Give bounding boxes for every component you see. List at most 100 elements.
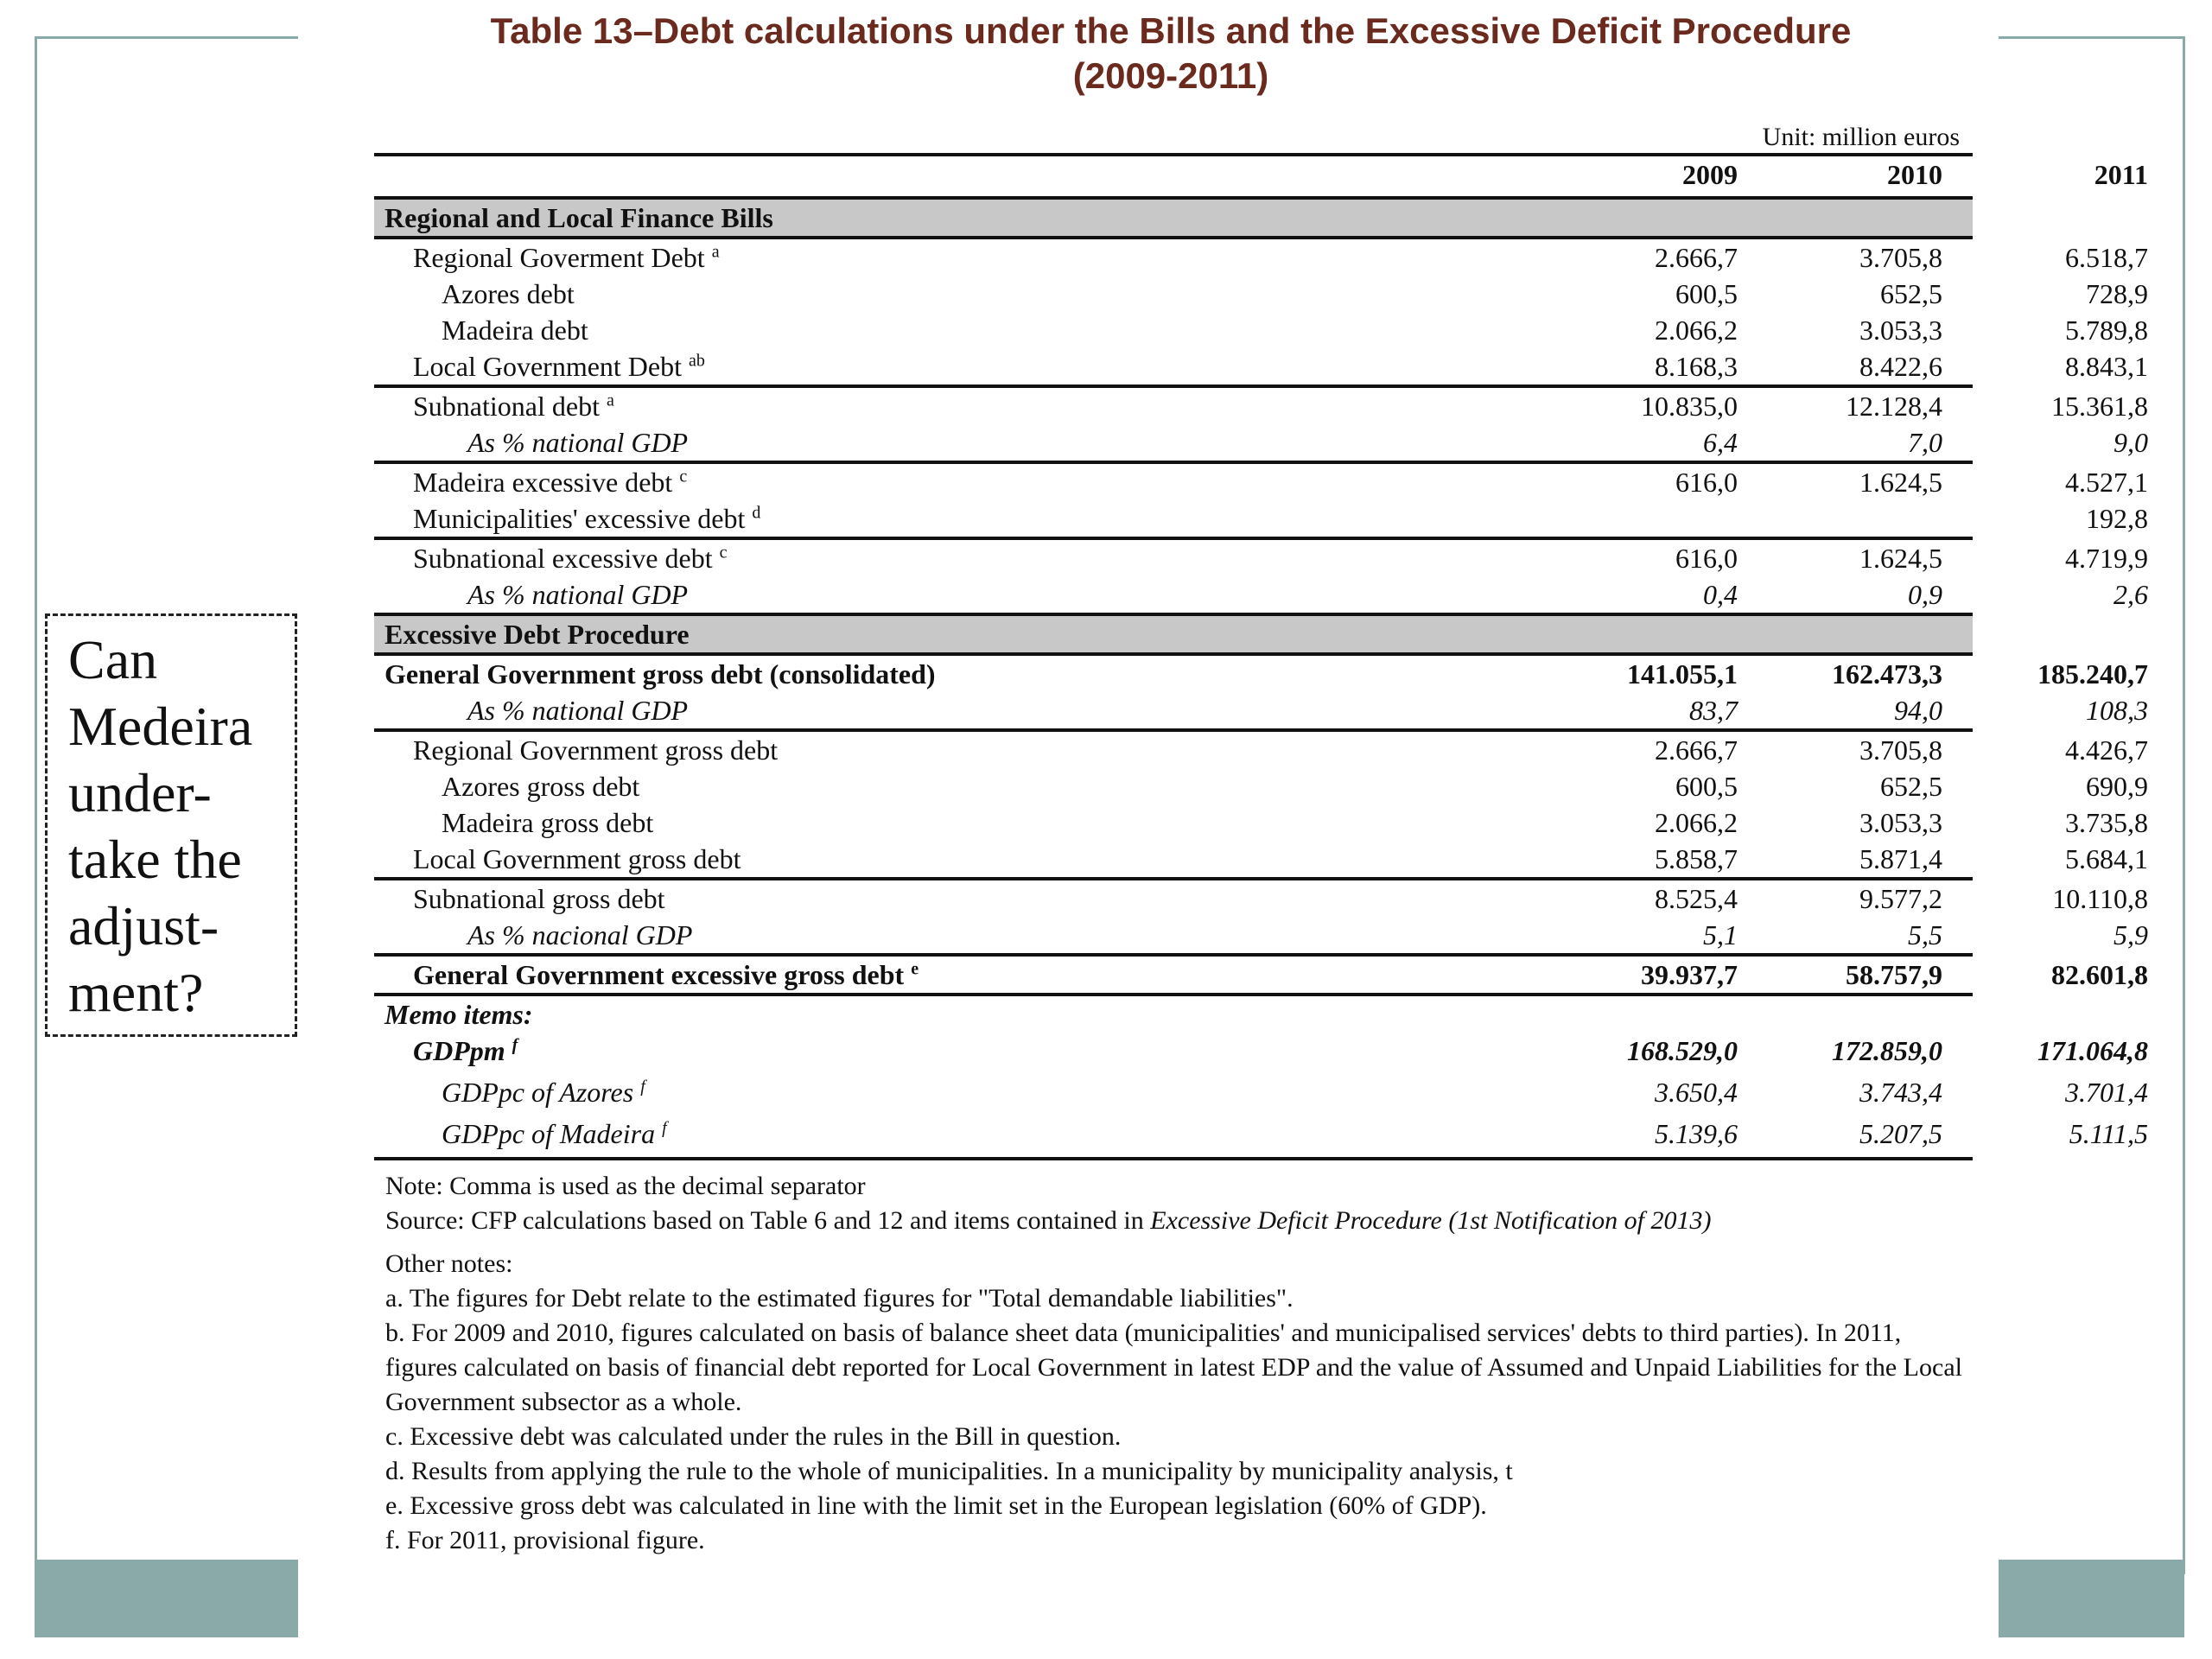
question-line: Can [68, 629, 158, 690]
frame-line [2183, 36, 2185, 1574]
cell-2009: 6,4 [1703, 427, 1738, 458]
frame-line [35, 36, 37, 1574]
cell-2011: 6.518,7 [2065, 242, 2148, 273]
table-row: Regional Government gross debt 2.666,7 3… [374, 732, 2148, 768]
table-row: Local Government gross debt 5.858,7 5.87… [374, 841, 2148, 880]
frame-bar [1999, 1560, 2184, 1637]
table-row: Local Government Debt ab 8.168,3 8.422,6… [374, 348, 2148, 388]
title-line-2: (2009-2011) [1072, 55, 1269, 96]
cell-2011: 8.843,1 [2065, 351, 2148, 382]
cell-2009: 8.168,3 [1655, 351, 1738, 382]
section-header-row: Excessive Debt Procedure [374, 616, 1973, 656]
row-label: Regional Government gross debt [413, 734, 779, 766]
row-label: Memo items: [385, 999, 533, 1030]
cell-2011: 4.527,1 [2065, 467, 2148, 498]
table-row: Azores gross debt 600,5 652,5 690,9 [374, 768, 2148, 804]
note-other: Other notes: [385, 1249, 513, 1278]
cell-2011: 4.426,7 [2065, 734, 2148, 766]
cell-2009: 2.666,7 [1655, 242, 1738, 273]
cell-2011: 728,9 [2086, 278, 2148, 309]
cell-2011: 5.789,8 [2065, 315, 2148, 346]
cell-2011: 3.735,8 [2065, 807, 2148, 838]
cell-2010: 3.053,3 [1859, 315, 1942, 346]
row-label: GDPpm f [413, 1035, 518, 1066]
cell-2010: 3.743,4 [1859, 1077, 1942, 1108]
cell-2011: 192,8 [2086, 503, 2148, 534]
cell-2011: 171.064,8 [2037, 1035, 2148, 1066]
row-label: Subnational debt a [413, 391, 614, 422]
cell-2010: 3.705,8 [1859, 242, 1942, 273]
cell-2011: 2,6 [2113, 579, 2148, 610]
cell-2010: 162.473,3 [1832, 658, 1942, 690]
cell-2009: 600,5 [1675, 771, 1738, 802]
question-line: adjust- [68, 895, 219, 957]
cell-2011: 5,9 [2113, 919, 2148, 950]
table-row: GDPpm f 168.529,0 172.859,0 171.064,8 [374, 1033, 2148, 1074]
table-row: As % national GDP 6,4 7,0 9,0 [374, 424, 2148, 464]
table-row: Regional Goverment Debt a 2.666,7 3.705,… [374, 239, 2148, 276]
note-source: Source: CFP calculations based on Table … [385, 1206, 1712, 1235]
cell-2009: 2.066,2 [1655, 807, 1738, 838]
cell-2011: 10.110,8 [2052, 883, 2148, 914]
cell-2010: 172.859,0 [1832, 1035, 1942, 1066]
cell-2009: 5,1 [1703, 919, 1738, 950]
cell-2009: 2.666,7 [1655, 734, 1738, 766]
row-label: As % national GDP [467, 695, 689, 726]
cell-2009: 616,0 [1675, 543, 1738, 574]
table-row: General Government gross debt (consolida… [374, 656, 2148, 692]
row-label: Madeira excessive debt c [413, 467, 688, 498]
cell-2011: 185.240,7 [2037, 658, 2148, 690]
cell-2009: 616,0 [1675, 467, 1738, 498]
cell-2009: 2.066,2 [1655, 315, 1738, 346]
row-label: GDPpc of Azores f [442, 1077, 645, 1108]
row-label: As % national GDP [467, 579, 689, 610]
cell-2009: 600,5 [1675, 278, 1738, 309]
row-label: Local Government gross debt [413, 843, 741, 874]
table-row: GDPpc of Madeira f 5.139,6 5.207,5 5.111… [374, 1116, 2148, 1160]
cell-2010: 58.757,9 [1846, 959, 1942, 990]
cell-2011: 108,3 [2086, 695, 2148, 726]
note-d: d. Results from applying the rule to the… [385, 1457, 1513, 1485]
question-line: take the [68, 829, 242, 890]
table-row: As % national GDP 83,7 94,0 108,3 [374, 692, 2148, 732]
row-label: Local Government Debt ab [413, 351, 705, 382]
column-header-2011: 2011 [2094, 159, 2148, 190]
cell-2011: 5.111,5 [2069, 1118, 2148, 1149]
table-row: Subnational gross debt 8.525,4 9.577,2 1… [374, 880, 2148, 917]
row-label: General Government gross debt (consolida… [385, 658, 936, 690]
row-label: Regional and Local Finance Bills [385, 202, 773, 233]
row-label: As % nacional GDP [467, 919, 693, 950]
question-line: Medeira [68, 696, 253, 757]
cell-2010: 3.705,8 [1859, 734, 1942, 766]
frame-line [1999, 36, 2184, 39]
cell-2011: 3.701,4 [2065, 1077, 2148, 1108]
row-label: Azores gross debt [442, 771, 640, 802]
note-c: c. Excessive debt was calculated under t… [385, 1422, 1122, 1451]
cell-2010: 1.624,5 [1859, 467, 1942, 498]
table-row: Municipalities' excessive debt d 192,8 [374, 500, 2148, 540]
table-row: Madeira debt 2.066,2 3.053,3 5.789,8 [374, 312, 2148, 348]
row-label: Municipalities' excessive debt d [413, 503, 761, 534]
cell-2009: 141.055,1 [1627, 658, 1738, 690]
row-label: General Government excessive gross debt … [413, 959, 919, 990]
cell-2010: 7,0 [1908, 427, 1942, 458]
row-label: Madeira debt [442, 315, 588, 346]
question-line: ment? [68, 962, 204, 1023]
table-row: Madeira gross debt 2.066,2 3.053,3 3.735… [374, 804, 2148, 841]
cell-2011: 5.684,1 [2065, 843, 2148, 874]
cell-2010: 1.624,5 [1859, 543, 1942, 574]
cell-2009: 10.835,0 [1641, 391, 1738, 422]
row-label: Excessive Debt Procedure [385, 619, 690, 650]
cell-2011: 15.361,8 [2051, 391, 2148, 422]
debt-table: 2009 2010 2011 Regional and Local Financ… [374, 153, 2148, 1160]
cell-2010: 5.871,4 [1859, 843, 1942, 874]
cell-2010: 652,5 [1880, 278, 1942, 309]
cell-2011: 4.719,9 [2065, 543, 2148, 574]
question-line: under- [68, 762, 212, 823]
table-row: GDPpc of Azores f 3.650,4 3.743,4 3.701,… [374, 1074, 2148, 1116]
cell-2009: 5.858,7 [1655, 843, 1738, 874]
note-e: e. Excessive gross debt was calculated i… [385, 1491, 1487, 1520]
row-label: GDPpc of Madeira f [442, 1118, 667, 1149]
cell-2011: 9,0 [2113, 427, 2148, 458]
unit-label: Unit: million euros [1762, 123, 1960, 151]
